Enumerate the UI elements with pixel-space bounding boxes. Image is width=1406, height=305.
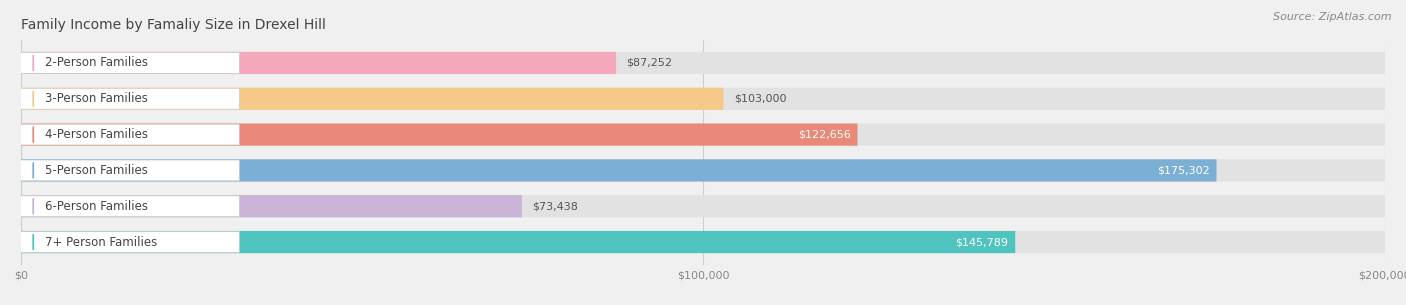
FancyBboxPatch shape [14,232,239,253]
Text: $87,252: $87,252 [626,58,672,68]
FancyBboxPatch shape [14,88,239,109]
Text: 2-Person Families: 2-Person Families [45,56,148,70]
Text: 4-Person Families: 4-Person Families [45,128,148,141]
FancyBboxPatch shape [14,160,239,181]
FancyBboxPatch shape [21,88,724,110]
FancyBboxPatch shape [21,124,858,146]
Text: $145,789: $145,789 [956,237,1008,247]
FancyBboxPatch shape [21,159,1385,181]
Text: 6-Person Families: 6-Person Families [45,200,148,213]
Text: Source: ZipAtlas.com: Source: ZipAtlas.com [1274,12,1392,22]
Text: 3-Person Families: 3-Person Families [45,92,148,105]
FancyBboxPatch shape [21,159,1216,181]
Text: $122,656: $122,656 [799,130,851,140]
FancyBboxPatch shape [21,88,1385,110]
FancyBboxPatch shape [21,195,1385,217]
FancyBboxPatch shape [21,52,1385,74]
Text: 5-Person Families: 5-Person Families [45,164,148,177]
FancyBboxPatch shape [14,196,239,217]
Text: 7+ Person Families: 7+ Person Families [45,235,157,249]
FancyBboxPatch shape [21,195,522,217]
Text: $175,302: $175,302 [1157,165,1209,175]
FancyBboxPatch shape [21,124,1385,146]
Text: Family Income by Famaliy Size in Drexel Hill: Family Income by Famaliy Size in Drexel … [21,18,326,31]
Text: $73,438: $73,438 [531,201,578,211]
FancyBboxPatch shape [21,231,1015,253]
FancyBboxPatch shape [21,231,1385,253]
FancyBboxPatch shape [21,52,616,74]
Text: $103,000: $103,000 [734,94,786,104]
FancyBboxPatch shape [14,124,239,145]
FancyBboxPatch shape [14,52,239,73]
